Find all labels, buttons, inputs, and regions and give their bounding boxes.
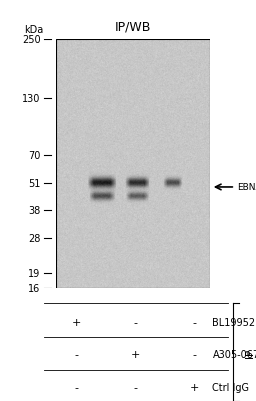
Text: -: - [134, 382, 138, 392]
Text: 70: 70 [28, 150, 40, 160]
Text: IP: IP [244, 348, 255, 357]
Text: -: - [193, 349, 197, 359]
Text: IP/WB: IP/WB [115, 21, 151, 34]
Text: 250: 250 [22, 35, 40, 45]
Text: -: - [134, 317, 138, 327]
Text: kDa: kDa [24, 25, 44, 35]
Text: BL19952: BL19952 [212, 317, 255, 327]
Text: 51: 51 [28, 179, 40, 189]
Text: 28: 28 [28, 233, 40, 243]
Text: EBNA1BP2: EBNA1BP2 [238, 183, 256, 192]
Text: 38: 38 [28, 205, 40, 215]
Text: -: - [75, 382, 79, 392]
Text: +: + [72, 317, 81, 327]
Text: -: - [193, 317, 197, 327]
Text: +: + [131, 349, 140, 359]
Text: A305-067A: A305-067A [212, 349, 256, 359]
Text: +: + [190, 382, 199, 392]
Text: 130: 130 [22, 94, 40, 104]
Text: 19: 19 [28, 268, 40, 278]
Text: Ctrl IgG: Ctrl IgG [212, 382, 250, 392]
Text: -: - [75, 349, 79, 359]
Text: 16: 16 [28, 284, 40, 294]
